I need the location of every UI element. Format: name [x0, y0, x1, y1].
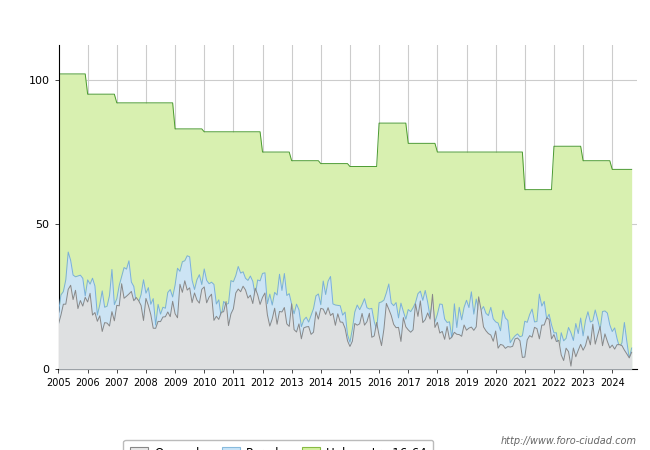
Text: http://www.foro-ciudad.com: http://www.foro-ciudad.com: [501, 436, 637, 446]
Text: Redecilla del Camino - Evolucion de la poblacion en edad de Trabajar Septiembre : Redecilla del Camino - Evolucion de la p…: [58, 10, 592, 23]
Legend: Ocupados, Parados, Hab. entre 16-64: Ocupados, Parados, Hab. entre 16-64: [124, 440, 434, 450]
